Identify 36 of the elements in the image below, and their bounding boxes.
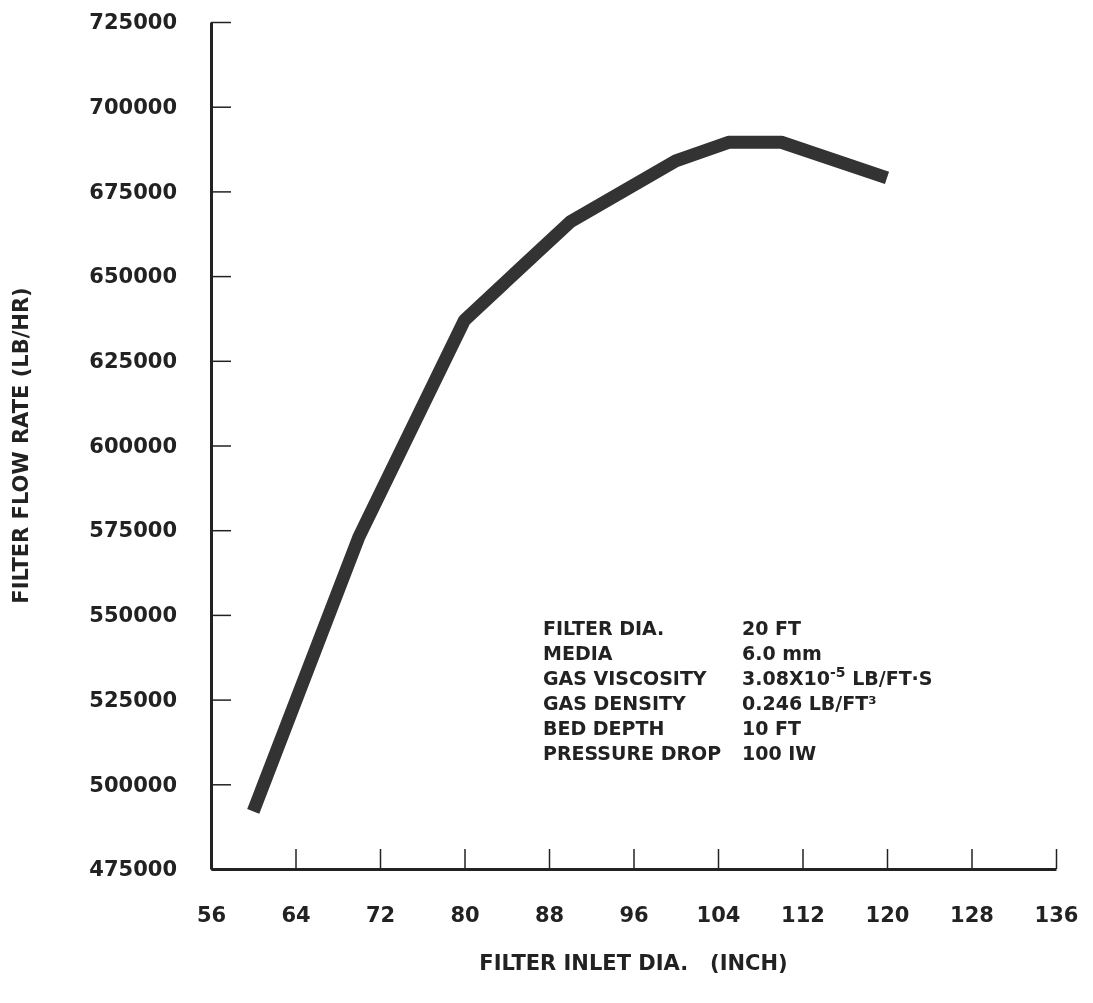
annotation: FILTER DIA. — [543, 617, 665, 639]
x-tick-label: 88 — [534, 902, 565, 927]
y-tick-label: 525000 — [89, 687, 177, 712]
annotation: PRESSURE DROP — [543, 742, 722, 764]
annotation: 10 FT — [742, 717, 802, 739]
y-tick-label: 500000 — [89, 772, 177, 797]
annotation: 6.0 mm — [742, 642, 822, 664]
y-tick-label: 550000 — [89, 603, 177, 628]
x-tick-label: 56 — [196, 902, 227, 927]
y-tick-label: 650000 — [89, 264, 177, 289]
y-tick-label: 700000 — [89, 94, 177, 119]
y-tick-label: 475000 — [89, 857, 177, 882]
annotation: GAS DENSITY — [543, 692, 686, 714]
x-tick-label: 128 — [950, 902, 994, 927]
annotation: 0.246 LB/FT³ — [742, 692, 877, 714]
y-tick-label: 600000 — [89, 433, 177, 458]
x-tick-label: 136 — [1034, 902, 1079, 927]
x-tick-label: 96 — [619, 902, 649, 927]
x-tick-label: 80 — [450, 902, 480, 927]
annotation: BED DEPTH — [543, 717, 665, 739]
annotation: GAS VISCOSITY — [543, 667, 707, 689]
x-tick-label: 120 — [865, 902, 910, 927]
x-axis-title: FILTER INLET DIA. (INCH) — [479, 951, 788, 975]
x-tick-label: 64 — [281, 902, 311, 927]
y-tick-label: 725000 — [89, 10, 177, 35]
x-tick-label: 112 — [781, 902, 825, 927]
annotation: MEDIA — [543, 642, 613, 664]
annotation: 3.08X10$^{-5}$ LB/FT·S — [742, 664, 933, 689]
annotation: 20 FT — [742, 617, 802, 639]
y-tick-label: 575000 — [89, 518, 177, 543]
y-axis-title: FILTER FLOW RATE (LB/HR) — [9, 287, 33, 604]
annotation: 100 IW — [742, 742, 817, 764]
y-tick-label: 625000 — [89, 349, 177, 374]
y-tick-label: 675000 — [89, 179, 177, 204]
x-tick-label: 104 — [696, 902, 741, 927]
x-tick-label: 72 — [365, 902, 396, 927]
